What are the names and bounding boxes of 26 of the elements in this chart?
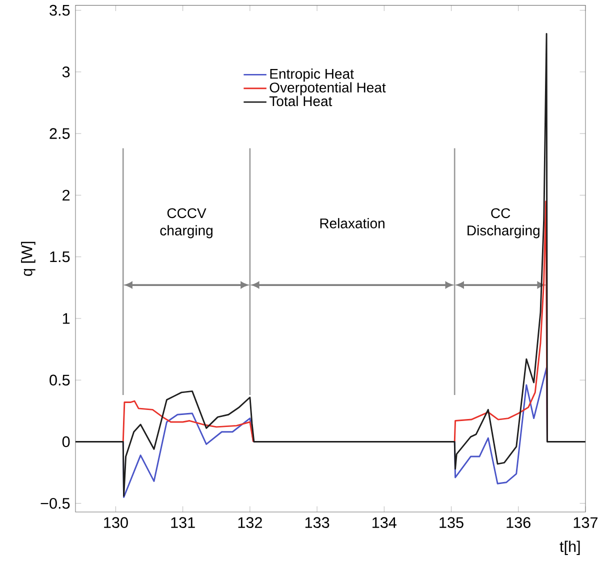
x-tick-label: 132 — [238, 517, 262, 528]
legend-label: Overpotential Heat — [270, 82, 386, 96]
x-tick-label: 133 — [305, 517, 330, 528]
y-axis-title: q [W] — [21, 242, 36, 276]
x-tick-label: 136 — [506, 517, 530, 528]
x-tick-label: 134 — [372, 517, 396, 528]
y-tick-label: −0.5 — [40, 498, 70, 509]
x-axis-title: t[h] — [560, 540, 580, 556]
y-tick-label: 0.5 — [50, 374, 70, 386]
y-tick-label: 1.5 — [50, 251, 70, 262]
x-tick-label: 130 — [104, 517, 128, 528]
y-tick-label: 2.5 — [50, 128, 70, 139]
x-tick-label: 137 — [574, 517, 598, 528]
y-tick-label: 3 — [62, 66, 70, 78]
y-tick-label: 0 — [62, 436, 70, 448]
annotation: CCCV charging — [160, 208, 212, 238]
line-series — [75, 32, 586, 497]
x-tick-label: 131 — [171, 517, 195, 528]
annotation: Relaxation — [320, 218, 384, 228]
legend-label: Total Heat — [269, 96, 332, 106]
annotation: CC Discharging — [468, 208, 540, 238]
y-tick-label: 2 — [62, 190, 70, 201]
y-tick-label: 1 — [62, 313, 70, 324]
x-tick-label: 135 — [440, 517, 464, 528]
legend-label: Entropic Heat — [270, 68, 354, 82]
y-tick-label: 3.5 — [50, 4, 70, 16]
